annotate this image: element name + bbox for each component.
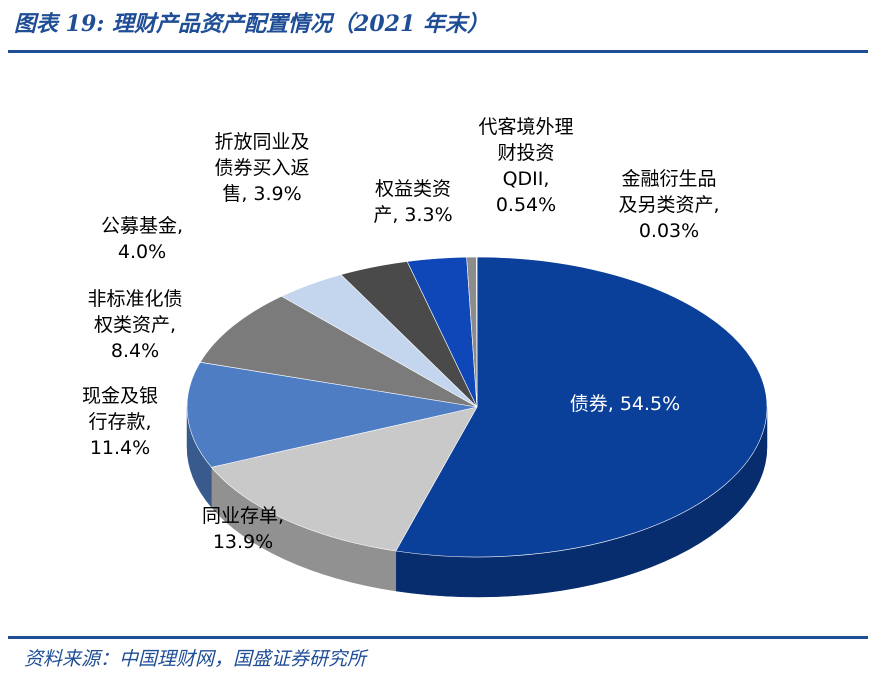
header-rule xyxy=(8,50,868,53)
pie-slice-2 xyxy=(186,361,478,468)
pie-label-2-line-2: 11.4% xyxy=(90,437,150,459)
pie-label-8: 金融衍生品及另类资产, 0.03% xyxy=(618,168,719,242)
pie-label-6-line-1: 产, 3.3% xyxy=(373,204,452,226)
pie-labels: 债券, 54.5% 同业存单, 13.9% 现金及银行存款, 11.4% 非标准化债权类资… xyxy=(82,116,720,553)
pie-label-0: 债券, 54.5% xyxy=(570,393,680,415)
pie-label-2-line-1: 行存款, xyxy=(88,411,151,433)
pie-label-4-line-1: 4.0% xyxy=(118,241,166,263)
pie-label-5-line-2: 售, 3.9% xyxy=(222,183,301,205)
pie-label-8-line-2: 0.03% xyxy=(639,220,699,242)
pie-label-5-line-0: 折放同业及 xyxy=(214,131,309,153)
pie-label-0-line-0: 债券, 54.5% xyxy=(570,393,680,415)
pie-label-2: 现金及银行存款, 11.4% xyxy=(82,385,158,459)
footer-rule xyxy=(8,636,868,639)
figure-title: 图表 19: 理财产品资产配置情况（2021 年末） xyxy=(14,11,489,37)
pie-label-2-line-0: 现金及银 xyxy=(82,385,158,407)
pie-label-1: 同业存单, 13.9% xyxy=(202,505,284,553)
pie-label-1-line-0: 同业存单, xyxy=(202,505,284,527)
pie-label-6-line-0: 权益类资 xyxy=(375,178,451,200)
pie-slice-1 xyxy=(210,406,478,552)
pie-slice-3 xyxy=(199,295,478,408)
pie-label-8-line-0: 金融衍生品 xyxy=(621,168,716,190)
pie-label-5-line-1: 债券买入返 xyxy=(214,157,309,179)
pie-label-7-line-3: 0.54% xyxy=(496,194,556,216)
pie-slices xyxy=(186,256,768,558)
pie-label-3-line-0: 非标准化债 xyxy=(87,288,182,310)
pie-label-7-line-2: QDII, xyxy=(503,168,550,190)
pie-label-5: 折放同业及债券买入返售, 3.9% xyxy=(214,131,309,205)
pie-label-7-line-1: 财投资 xyxy=(497,142,554,164)
pie-label-6: 权益类资产, 3.3% xyxy=(373,178,452,226)
pie-label-8-line-1: 及另类资产, xyxy=(618,194,719,216)
pie-label-4: 公募基金, 4.0% xyxy=(101,215,183,263)
pie-label-1-line-1: 13.9% xyxy=(213,531,273,553)
pie-slice-8 xyxy=(476,256,478,408)
pie-slice-0 xyxy=(395,256,768,558)
pie-label-4-line-0: 公募基金, xyxy=(101,215,183,237)
pie-label-3: 非标准化债权类资产, 8.4% xyxy=(87,288,182,362)
source-note: 资料来源：中国理财网，国盛证券研究所 xyxy=(24,648,367,670)
pie-label-7: 代客境外理财投资 QDII, 0.54% xyxy=(478,116,573,216)
pie-label-7-line-0: 代客境外理 xyxy=(478,116,573,138)
pie-label-3-line-1: 权类资产, xyxy=(94,314,176,336)
pie-label-3-line-2: 8.4% xyxy=(111,340,159,362)
